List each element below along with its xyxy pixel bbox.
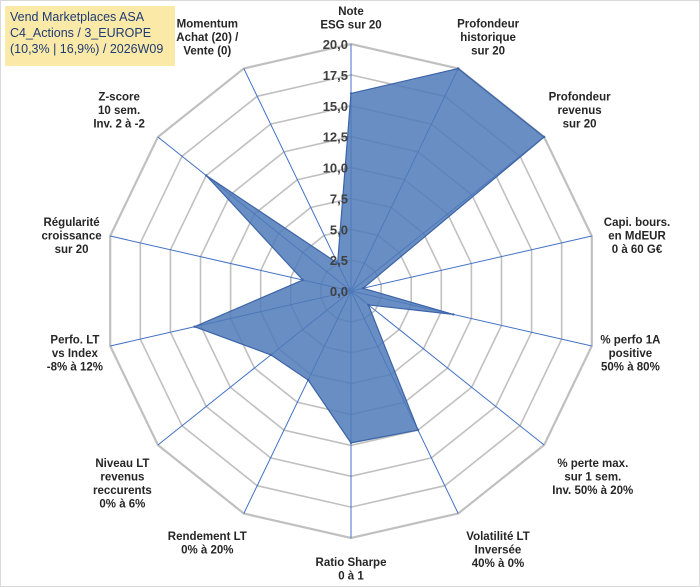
axis-label-line: Régularité [43, 217, 99, 229]
axis-spoke-6 [350, 290, 545, 446]
axis-label-line: ESG sur 20 [320, 20, 381, 32]
r-tick-label: 17,5 [323, 68, 348, 83]
axis-label-line: historique [460, 32, 516, 44]
data-point-10 [269, 353, 273, 357]
axis-label-line: en MdEUR [608, 231, 666, 243]
r-tick-label: 2,5 [330, 253, 348, 268]
axis-label-9: Rendement LT 0% à 20% [168, 531, 247, 557]
r-tick-label: 15,0 [323, 99, 348, 114]
axis-label-line: Vente (0) [183, 46, 231, 58]
title-line-3: (10,3% | 16,9%) / 2026W09 [10, 42, 164, 56]
axis-label-8: Ratio Sharpe 0 à 1 [316, 557, 387, 583]
data-point-7 [416, 428, 420, 432]
axis-label-line: vs Index [52, 348, 99, 360]
axis-label-12: Régularité croissance sur 20 [42, 217, 102, 256]
data-point-1 [349, 92, 353, 95]
data-point-11 [193, 325, 196, 328]
axis-label-3: Profondeur revenus sur 20 [549, 92, 611, 131]
data-point-13 [205, 174, 208, 177]
r-tick-label: 10,0 [323, 161, 348, 176]
axis-label-line: Niveau LT [95, 458, 149, 470]
axis-label-line: sur 20 [471, 46, 505, 58]
axis-label-line: revenus [558, 105, 602, 117]
axis-spoke-14 [243, 68, 352, 292]
axis-label-4: Capi. bours. en MdEUR 0 à 60 G€ [604, 217, 670, 256]
r-tick-label: 0,0 [330, 284, 348, 299]
axis-label-line: -8% à 12% [47, 361, 103, 373]
data-point-8 [349, 441, 353, 445]
axis-label-10: Niveau LT revenus reccurents 0% à 6% [93, 458, 152, 511]
data-point-14 [336, 262, 339, 265]
data-point-4 [361, 287, 365, 290]
data-point-5 [452, 313, 455, 316]
axis-label-line: reccurents [93, 485, 152, 497]
chart-title-box: Vend Marketplaces ASA C4_Actions / 3_EUR… [5, 6, 175, 66]
axis-label-line: Inversée [475, 545, 522, 557]
axis-spoke-4 [350, 235, 592, 292]
axis-label-line: Volatilité LT [466, 531, 529, 543]
r-tick-label: 5,0 [330, 222, 348, 237]
r-tick-label: 7,5 [330, 191, 348, 206]
axis-label-line: Inv. 50% à 20% [552, 485, 633, 497]
r-tick-label: 12,5 [323, 130, 348, 145]
r-tick-label: 20,0 [323, 37, 348, 52]
axis-label-line: revenus [100, 472, 144, 484]
axis-label-line: 50% à 80% [601, 361, 660, 373]
axis-label-1: Note ESG sur 20 [320, 6, 381, 32]
axis-label-line: % perte max. [557, 458, 628, 470]
axis-label-2: Profondeur historique sur 20 [457, 19, 519, 58]
axis-label-line: 0% à 6% [99, 499, 145, 511]
axis-label-line: Profondeur [457, 19, 519, 31]
axis-label-14: Momentum Achat (20) / Vente (0) [176, 19, 239, 58]
axis-label-line: 10 sem. [98, 105, 140, 117]
axis-label-line: sur 1 sem. [564, 472, 621, 484]
axis-label-line: Momentum [177, 19, 238, 31]
axis-label-line: croissance [42, 231, 102, 243]
title-line-2: C4_Actions / 3_EUROPE [10, 26, 152, 40]
axis-label-11: Perfo. LT vs Index -8% à 12% [47, 334, 103, 373]
axis-label-5: % perfo 1A positive 50% à 80% [600, 334, 660, 373]
axis-label-line: Rendement LT [168, 531, 247, 543]
axis-label-line: Note [338, 6, 364, 18]
axis-label-line: Achat (20) / [176, 32, 239, 44]
data-point-6 [367, 303, 370, 307]
axis-label-line: Profondeur [549, 92, 611, 104]
data-point-2 [457, 67, 460, 70]
axis-label-13: Z-score 10 sem. Inv. 2 à -2 [93, 92, 145, 131]
axis-label-line: Ratio Sharpe [316, 557, 387, 569]
axis-label-line: positive [609, 348, 652, 360]
data-point-12 [301, 278, 304, 282]
axis-label-line: % perfo 1A [600, 334, 660, 346]
axis-label-line: 0% à 20% [181, 545, 233, 557]
axis-label-line: sur 20 [55, 244, 89, 256]
axis-label-line: Z-score [98, 92, 140, 104]
axis-label-line: Inv. 2 à -2 [93, 119, 145, 131]
series-area [192, 67, 546, 444]
data-point-9 [306, 378, 310, 382]
axis-label-7: Volatilité LT Inversée 40% à 0% [466, 531, 529, 570]
title-line-1: Vend Marketplaces ASA [10, 10, 145, 24]
axis-label-line: Capi. bours. [604, 217, 670, 229]
axis-label-6: % perte max. sur 1 sem. Inv. 50% à 20% [552, 458, 633, 497]
axis-label-line: 40% à 0% [472, 558, 524, 570]
axis-label-line: 0 à 1 [338, 571, 364, 583]
axis-label-line: Perfo. LT [50, 334, 99, 346]
data-point-3 [542, 135, 546, 139]
axis-label-line: sur 20 [563, 119, 597, 131]
axis-label-line: 0 à 60 G€ [612, 244, 663, 256]
